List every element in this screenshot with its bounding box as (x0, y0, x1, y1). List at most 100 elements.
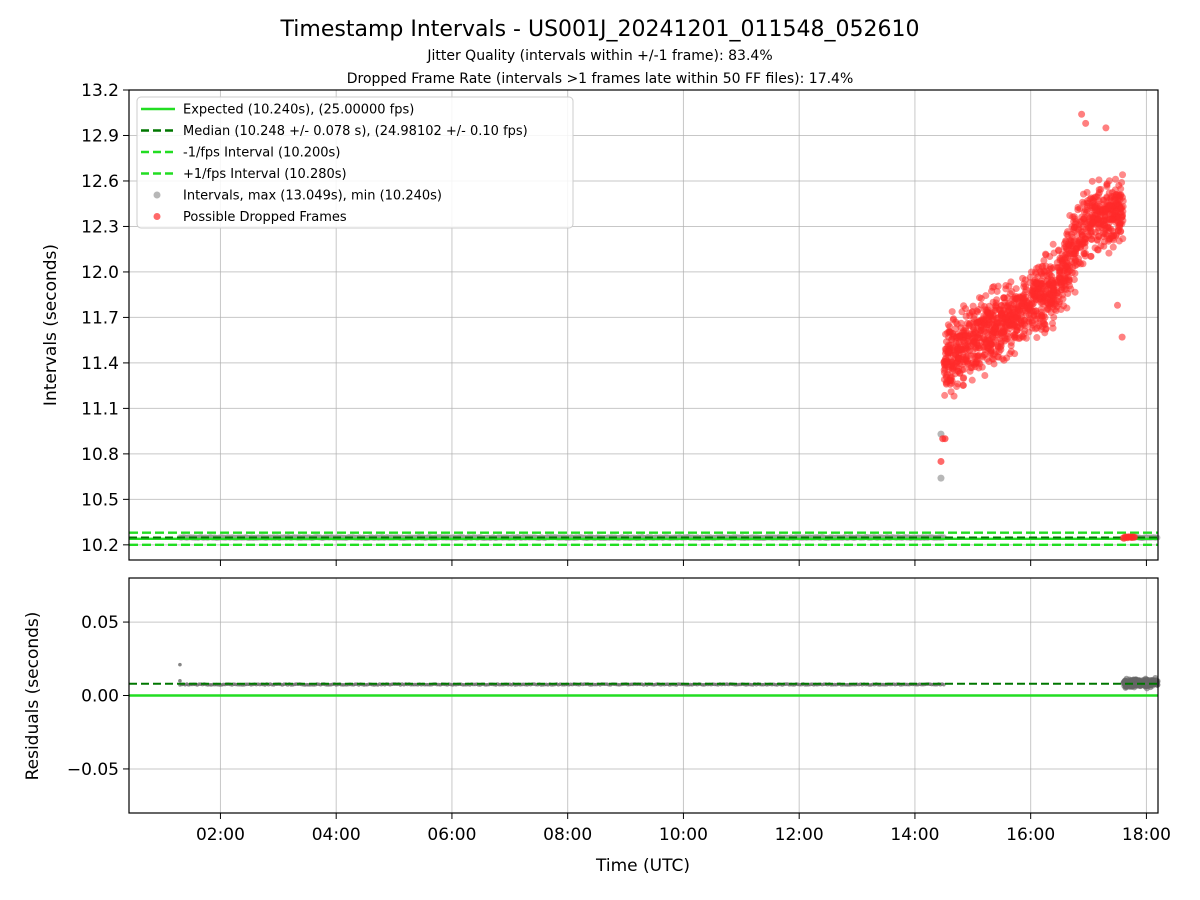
legend-box (136, 96, 574, 229)
legend: Expected (10.240s), (25.00000 fps) Median… (136, 96, 574, 229)
dropped-frame-point (1087, 229, 1095, 237)
dropped-frame-point (1084, 197, 1092, 205)
dropped-frame-point (961, 339, 969, 347)
dropped-frame-point (1102, 124, 1110, 132)
dropped-frame-point (973, 319, 981, 327)
dropped-frame-point (1037, 305, 1045, 313)
dropped-frame-point (1105, 177, 1113, 185)
dropped-frame-point (948, 308, 956, 316)
dropped-frame-point (1001, 302, 1009, 310)
legend-label: Median (10.248 +/- 0.078 s), (24.98102 +… (183, 124, 528, 139)
dropped-frame-point (1081, 252, 1089, 260)
dropped-frame-point (1113, 301, 1121, 309)
dropped-frame-point (1101, 206, 1109, 214)
dropped-frame-point (1017, 317, 1025, 325)
dropped-frame-point (1028, 289, 1036, 297)
dropped-frame-point (948, 336, 956, 344)
outlier-point (937, 474, 945, 482)
dropped-frame-point (1083, 188, 1091, 196)
dropped-frame-point (1112, 175, 1120, 183)
dropped-frame-point (1058, 280, 1066, 288)
dropped-frame-point (958, 308, 966, 316)
dropped-frame-point (1002, 335, 1010, 343)
dropped-frame-point (977, 301, 985, 309)
dropped-frame-point (1093, 236, 1101, 244)
outlier-point (937, 457, 945, 465)
dropped-frame-point (1042, 250, 1050, 258)
dropped-frame-point (1014, 294, 1022, 302)
dropped-frame-point (1117, 205, 1125, 213)
legend-entry: Possible Dropped Frames (153, 210, 347, 225)
dropped-frame-point (956, 369, 964, 377)
residual-cluster-point (1136, 677, 1143, 684)
dropped-frame-point (1119, 171, 1127, 179)
dropped-frame-point (1105, 195, 1113, 203)
dropped-frame-point (1065, 278, 1073, 286)
top-plot-frame (128, 89, 1159, 561)
dropped-frame-point (1042, 325, 1050, 333)
dropped-frame-point (1033, 334, 1041, 342)
dropped-frame-point (959, 381, 967, 389)
dropped-frame-point (1032, 280, 1040, 288)
residuals-panel: −0.05 0.00 0.05 02:00 04:00 06:00 08:00 10:00 12… (67, 577, 1171, 845)
dropped-frame-point (974, 344, 982, 352)
dropped-frame-point (944, 348, 952, 356)
dropped-frame-point (960, 302, 968, 310)
dropped-frame-point (1131, 533, 1139, 541)
chart-title: Timestamp Intervals - US001J_20241201_01… (280, 17, 920, 42)
dropped-frame-point (941, 355, 949, 363)
dropped-frame-point (1064, 240, 1072, 248)
dropped-frame-point (1118, 211, 1126, 219)
chart-subtitle-dropped: Dropped Frame Rate (intervals >1 frames … (347, 71, 854, 87)
dropped-frame-point (952, 363, 960, 371)
dropped-frame-point (1105, 189, 1113, 197)
dropped-frame-point (1012, 285, 1020, 293)
x-tick-label: 08:00 (543, 825, 592, 845)
legend-label: Possible Dropped Frames (183, 210, 347, 225)
dropped-frame-point (1097, 185, 1105, 193)
dropped-frame-point (973, 307, 981, 315)
dropped-frame-point (1098, 217, 1106, 225)
top-y-tick-label: 10.2 (81, 536, 119, 556)
x-axis-label: Time (UTC) (595, 856, 690, 876)
dropped-frame-point (1063, 250, 1071, 258)
dropped-frame-point (1081, 214, 1089, 222)
bottom-y-tick-label: −0.05 (67, 760, 119, 780)
dropped-frame-point (992, 304, 1000, 312)
dropped-frame-point (1073, 245, 1081, 253)
dropped-frame-point (1012, 314, 1020, 322)
dropped-frame-point (1021, 288, 1029, 296)
dropped-frame-point (987, 345, 995, 353)
dropped-frame-point (999, 326, 1007, 334)
dropped-frame-point (1105, 249, 1113, 257)
residual-outlier (178, 662, 182, 667)
dropped-frame-point (1021, 276, 1029, 284)
dropped-frame-point (966, 312, 974, 320)
dropped-frame-point (1055, 247, 1063, 255)
dropped-frame-point (1106, 202, 1114, 210)
x-tick-label: 16:00 (1006, 825, 1055, 845)
dropped-frame-point (948, 377, 956, 385)
dropped-frame-point (960, 365, 968, 373)
top-y-tick-label: 11.7 (81, 308, 119, 328)
dropped-frame-point (957, 345, 965, 353)
dropped-frame-point (1090, 219, 1098, 227)
dropped-frame-point (1040, 256, 1048, 264)
legend-marker (153, 213, 161, 220)
dropped-frame-point (1058, 257, 1066, 265)
dropped-frame-point (987, 310, 995, 318)
dropped-frame-point (1026, 301, 1034, 309)
dropped-frame-point (1035, 263, 1043, 271)
residual-point (942, 682, 946, 687)
dropped-frame-point (976, 294, 984, 302)
dropped-frame-point (964, 332, 972, 340)
dropped-frame-point (1115, 191, 1123, 199)
dropped-frame-point (1119, 235, 1127, 243)
dropped-frame-point (1042, 262, 1050, 270)
dropped-frame-point (1013, 326, 1021, 334)
x-tick-label: 04:00 (312, 825, 361, 845)
dropped-frame-point (1066, 212, 1074, 220)
legend-label: +1/fps Interval (10.280s) (183, 167, 347, 182)
top-y-tick-label: 10.5 (81, 490, 119, 510)
dropped-frame-point (1031, 325, 1039, 333)
